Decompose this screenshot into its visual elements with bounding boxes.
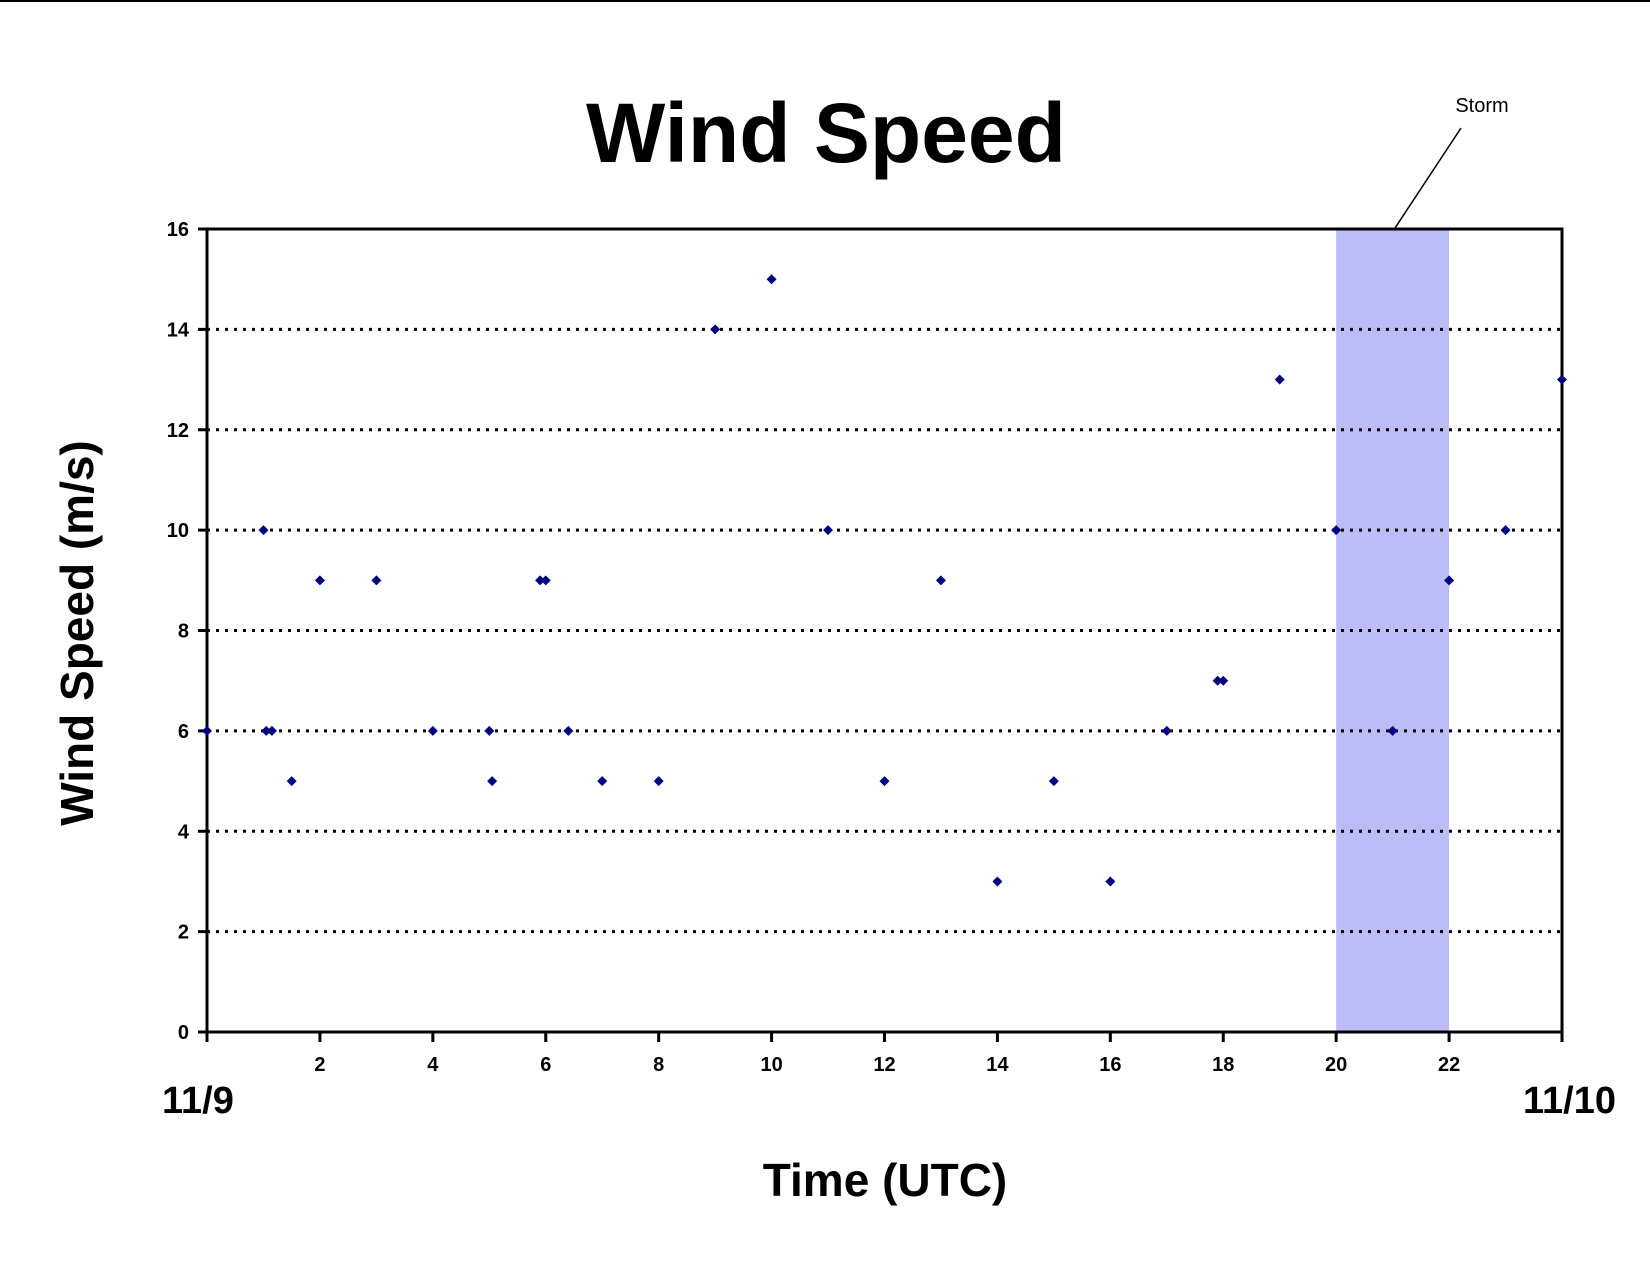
x-tick-label: 4: [427, 1054, 439, 1076]
data-point: [286, 776, 297, 787]
data-point: [1105, 876, 1116, 887]
data-point: [1500, 525, 1511, 536]
x-start-date-label: 11/9: [162, 1080, 234, 1122]
data-point: [766, 274, 777, 285]
data-point: [823, 525, 834, 536]
x-tick-label: 12: [873, 1054, 895, 1076]
x-tick-label: 18: [1212, 1054, 1234, 1076]
data-point: [1387, 725, 1398, 736]
data-point: [540, 575, 551, 586]
data-point: [1444, 575, 1455, 586]
x-tick-label: 22: [1438, 1054, 1460, 1076]
data-point: [258, 525, 269, 536]
y-tick-label: 16: [167, 219, 189, 241]
x-end-date-label: 11/10: [1523, 1080, 1616, 1122]
y-tick-label: 0: [178, 1022, 189, 1044]
data-point: [535, 575, 546, 586]
y-axis-title: Wind Speed (m/s): [51, 440, 103, 826]
y-tick-label: 4: [178, 821, 190, 843]
x-axis-title: Time (UTC): [763, 1154, 1008, 1206]
data-point: [1048, 776, 1059, 787]
data-point: [710, 324, 721, 335]
data-point: [266, 725, 277, 736]
x-tick-label: 14: [986, 1054, 1009, 1076]
data-point: [1331, 525, 1342, 536]
data-point: [202, 725, 212, 736]
top-border-rule: [0, 0, 1650, 2]
data-point: [879, 776, 890, 787]
y-tick-label: 10: [167, 520, 189, 542]
data-point: [427, 725, 438, 736]
y-tick-label: 6: [178, 721, 189, 743]
data-point: [1218, 675, 1229, 686]
data-point: [487, 776, 498, 787]
data-point: [371, 575, 382, 586]
data-point: [261, 725, 272, 736]
data-point: [1557, 374, 1567, 385]
x-tick-label: 8: [653, 1054, 664, 1076]
plot-area: 0 2 4 6 8 10 12 14 16 2 4 6 8 10 12 14 16 18 20 22: [167, 219, 1567, 1076]
data-point: [1212, 675, 1223, 686]
data-point: [484, 725, 495, 736]
x-tick-label: 20: [1325, 1054, 1347, 1076]
data-point: [597, 776, 608, 787]
storm-shaded-region: [1336, 229, 1450, 1032]
data-point: [1274, 374, 1285, 385]
x-tick-label: 6: [540, 1054, 551, 1076]
data-point: [935, 575, 946, 586]
x-tick-label: 16: [1099, 1054, 1121, 1076]
y-tick-label: 2: [178, 922, 189, 944]
x-tick-label: 2: [314, 1054, 325, 1076]
storm-annotation-label: Storm: [1455, 95, 1508, 117]
data-point: [653, 776, 664, 787]
x-tick-label: 10: [760, 1054, 782, 1076]
chart-title: Wind Speed: [586, 86, 1066, 180]
data-point: [1161, 725, 1172, 736]
y-tick-label: 8: [178, 621, 189, 643]
storm-annotation-leader-line: [1394, 127, 1462, 229]
data-point: [992, 876, 1003, 887]
data-point: [314, 575, 325, 586]
data-point: [563, 725, 574, 736]
y-tick-label: 12: [167, 420, 189, 442]
y-tick-label: 14: [167, 319, 190, 341]
